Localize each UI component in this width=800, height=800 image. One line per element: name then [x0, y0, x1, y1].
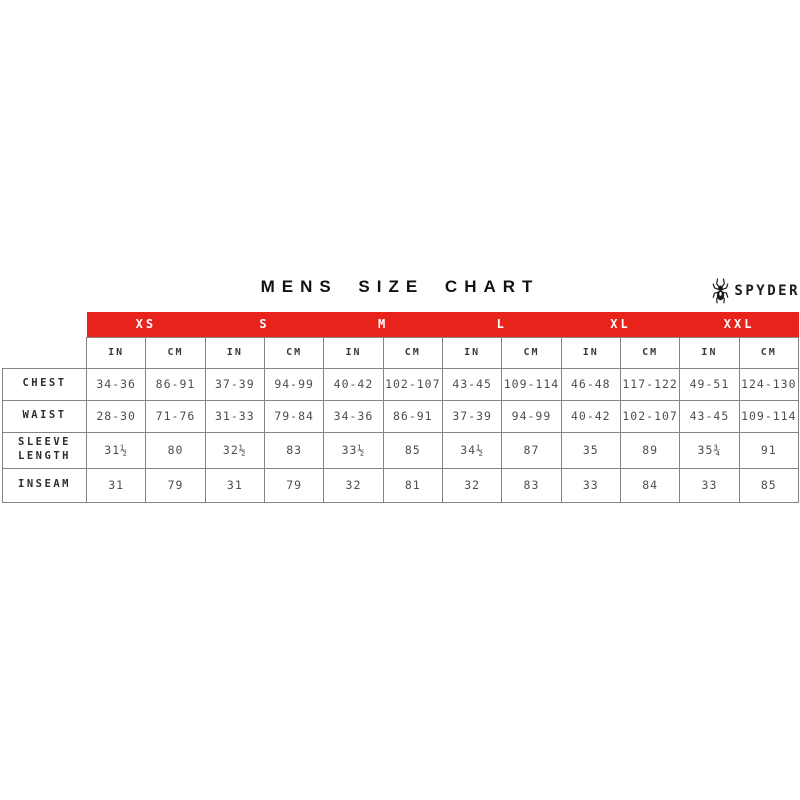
cell: 43-45 — [679, 399, 740, 433]
unit-header: CM — [501, 336, 562, 369]
unit-header: CM — [145, 336, 206, 369]
cell: 79-84 — [263, 399, 325, 433]
cell: 86-91 — [382, 399, 443, 433]
table-row-inseam: INSEAM 31 79 31 79 32 81 32 83 33 84 33 … — [2, 467, 800, 503]
cell: 28-30 — [85, 399, 147, 433]
cell: 80 — [145, 431, 206, 469]
cell: 37-39 — [204, 367, 265, 401]
table-row-chest: CHEST 34-36 86-91 37-39 94-99 40-42 102-… — [2, 367, 800, 401]
cell: 49-51 — [679, 367, 740, 401]
unit-header: IN — [85, 336, 147, 369]
cell: 43-45 — [441, 367, 503, 401]
cell: 102-107 — [619, 399, 681, 433]
table-row-sleeve-length: SLEEVE LENGTH 31½ 80 32½ 83 33½ 85 34½ 8… — [2, 431, 800, 469]
spider-icon — [713, 278, 729, 304]
cell: 83 — [263, 431, 325, 469]
unit-header: IN — [679, 336, 740, 369]
unit-header: IN — [323, 336, 384, 369]
size-header-xl: XL — [561, 312, 680, 337]
cell: 117-122 — [619, 367, 681, 401]
cell: 94-99 — [501, 399, 562, 433]
header-spacer-cell — [2, 312, 87, 337]
cell: 81 — [382, 467, 443, 503]
unit-header-row: IN CM IN CM IN CM IN CM IN CM IN CM — [2, 336, 800, 369]
cell: 33 — [679, 467, 740, 503]
cell: 89 — [619, 431, 681, 469]
size-header-xxl: XXL — [679, 312, 799, 337]
cell: 79 — [145, 467, 206, 503]
cell: 31 — [204, 467, 265, 503]
cell: 84 — [619, 467, 681, 503]
cell: 85 — [382, 431, 443, 469]
cell: 35¾ — [679, 431, 740, 469]
brand-name: SPYDER — [734, 282, 800, 299]
cell: 109-114 — [738, 399, 800, 433]
cell: 86-91 — [145, 367, 206, 401]
unit-header: CM — [263, 336, 325, 369]
row-label-chest: CHEST — [2, 367, 87, 401]
cell: 34-36 — [85, 367, 147, 401]
unit-header: IN — [441, 336, 503, 369]
table-row-waist: WAIST 28-30 71-76 31-33 79-84 34-36 86-9… — [2, 399, 800, 433]
row-label-waist: WAIST — [2, 399, 87, 433]
cell: 32 — [323, 467, 384, 503]
unit-header: IN — [560, 336, 621, 369]
cell: 33 — [560, 467, 621, 503]
cell: 71-76 — [145, 399, 206, 433]
cell: 83 — [501, 467, 562, 503]
cell: 91 — [738, 431, 800, 469]
cell: 124-130 — [738, 367, 800, 401]
size-header-l: L — [442, 312, 562, 337]
size-header-m: M — [323, 312, 443, 337]
cell: 31-33 — [204, 399, 265, 433]
brand-logo: SPYDER — [712, 276, 800, 305]
cell: 34½ — [441, 431, 503, 469]
cell: 33½ — [323, 431, 384, 469]
cell: 32½ — [204, 431, 265, 469]
cell: 32 — [441, 467, 503, 503]
cell: 94-99 — [263, 367, 325, 401]
size-chart-table: XS S M L XL XXL IN CM IN CM IN CM IN CM … — [2, 312, 800, 503]
size-header-xs: XS — [86, 312, 206, 337]
cell: 35 — [560, 431, 621, 469]
cell: 79 — [263, 467, 325, 503]
size-header-s: S — [205, 312, 324, 337]
cell: 46-48 — [560, 367, 621, 401]
cell: 31½ — [85, 431, 147, 469]
row-label-inseam: INSEAM — [2, 467, 87, 503]
unit-header: CM — [382, 336, 443, 369]
unit-header: CM — [738, 336, 800, 369]
cell: 87 — [501, 431, 562, 469]
cell: 34-36 — [323, 399, 384, 433]
unit-header: IN — [204, 336, 265, 369]
cell: 40-42 — [560, 399, 621, 433]
cell: 85 — [738, 467, 800, 503]
cell: 102-107 — [382, 367, 443, 401]
size-header-row: XS S M L XL XXL — [2, 312, 799, 337]
page-title: MENS SIZE CHART — [260, 277, 540, 296]
cell: 109-114 — [501, 367, 562, 401]
row-label-sleeve-length: SLEEVE LENGTH — [2, 431, 87, 469]
cell: 40-42 — [323, 367, 384, 401]
cell: 37-39 — [441, 399, 503, 433]
unit-spacer-cell — [2, 337, 87, 368]
unit-header: CM — [619, 336, 681, 369]
cell: 31 — [85, 467, 147, 503]
